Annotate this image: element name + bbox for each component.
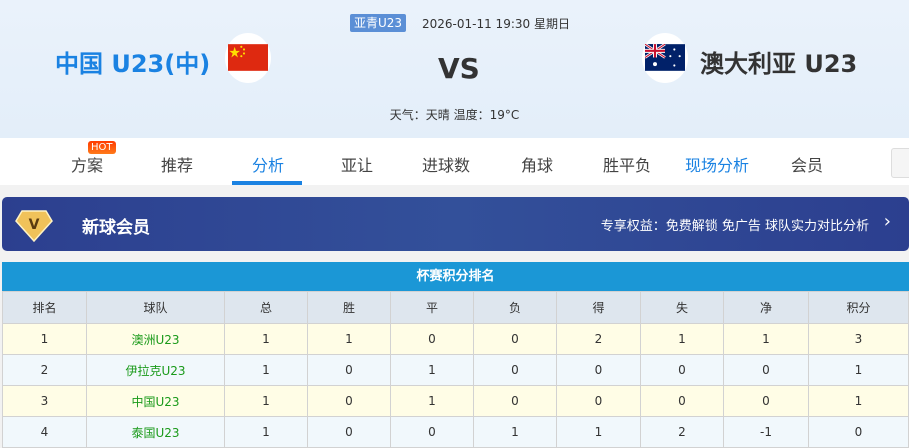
table-cell: 1 — [224, 354, 308, 386]
table-cell: 0 — [307, 416, 391, 448]
team-link[interactable]: 中国U23 — [86, 385, 225, 417]
banner-benefits: 专享权益：免费解锁 免广告 球队实力对比分析 — [600, 219, 869, 234]
table-cell: 0 — [307, 354, 391, 386]
table-cell: 1 — [307, 323, 391, 355]
column-header: 排名 — [2, 291, 87, 324]
column-header: 平 — [390, 291, 474, 324]
tab-asian-handicap[interactable]: 亚让 — [341, 156, 374, 175]
standings-title: 杯赛积分排名 — [2, 262, 909, 291]
table-cell: 1 — [390, 385, 474, 417]
table-cell: 0 — [390, 323, 474, 355]
table-cell: 1 — [2, 323, 87, 355]
table-cell: 2 — [556, 323, 641, 355]
hot-badge: HOT — [88, 141, 116, 154]
table-cell: 3 — [2, 385, 87, 417]
table-row: 2 伊拉克U23 1 0 1 0 0 0 0 1 — [2, 354, 909, 386]
column-header: 得 — [556, 291, 641, 324]
table-cell: 4 — [2, 416, 87, 448]
table-cell: 1 — [556, 416, 641, 448]
column-header: 胜 — [307, 291, 391, 324]
table-cell: 0 — [473, 323, 557, 355]
column-header: 净 — [723, 291, 809, 324]
tab-membership[interactable]: 会员 — [791, 156, 824, 175]
home-team-name[interactable]: 中国 U23(中) — [55, 50, 211, 78]
team-link[interactable]: 澳洲U23 — [86, 323, 225, 355]
table-cell: 0 — [556, 354, 641, 386]
table-cell: 0 — [723, 354, 809, 386]
table-cell: 2 — [640, 416, 724, 448]
table-cell: 0 — [473, 385, 557, 417]
tab-goals[interactable]: 进球数 — [422, 156, 471, 175]
chevron-right-icon[interactable]: › — [883, 211, 891, 232]
team-link[interactable]: 泰国U23 — [86, 416, 225, 448]
svg-text:V: V — [29, 217, 40, 233]
table-cell: 0 — [473, 354, 557, 386]
column-header: 负 — [473, 291, 557, 324]
table-row: 4 泰国U23 1 0 0 1 1 2 -1 0 — [2, 416, 909, 448]
tab-nav: 方案 HOT 推荐 分析 亚让 进球数 角球 胜平负 现场分析 会员 — [0, 138, 909, 185]
banner-title: 新球会员 — [82, 218, 150, 238]
table-cell: 1 — [473, 416, 557, 448]
table-cell: 0 — [556, 385, 641, 417]
vs-label: VS — [438, 52, 480, 85]
tab-plan[interactable]: 方案 — [71, 156, 104, 175]
table-cell: 2 — [2, 354, 87, 386]
column-header: 积分 — [808, 291, 909, 324]
team-link[interactable]: 伊拉克U23 — [86, 354, 225, 386]
tab-corners[interactable]: 角球 — [521, 156, 554, 175]
tab-live-analysis[interactable]: 现场分析 — [685, 156, 750, 175]
column-header: 球队 — [86, 291, 225, 324]
table-cell: 0 — [640, 385, 724, 417]
vip-banner[interactable]: V 新球会员 专享权益：免费解锁 免广告 球队实力对比分析 › — [2, 197, 909, 251]
match-datetime: 2026-01-11 19:30 星期日 — [422, 17, 570, 31]
table-cell: 1 — [224, 416, 308, 448]
china-flag-icon — [225, 33, 271, 83]
table-cell: 1 — [224, 323, 308, 355]
league-badge[interactable]: 亚青U23 — [350, 14, 407, 32]
table-cell: 0 — [723, 385, 809, 417]
table-cell: 1 — [808, 385, 909, 417]
active-tab-underline — [232, 181, 302, 185]
table-cell: 1 — [723, 323, 809, 355]
weather-info: 天气：天晴 温度：19°C — [389, 108, 520, 122]
australia-flag-icon — [642, 33, 688, 83]
table-cell: 0 — [307, 385, 391, 417]
table-cell: -1 — [723, 416, 809, 448]
column-header: 总 — [224, 291, 308, 324]
table-row: 1 澳洲U23 1 1 0 0 2 1 1 3 — [2, 323, 909, 355]
match-header: 亚青U23 2026-01-11 19:30 星期日 中国 U23(中) VS … — [0, 0, 909, 138]
away-team-name[interactable]: 澳大利亚 U23 — [700, 50, 858, 78]
table-cell: 1 — [640, 323, 724, 355]
table-cell: 0 — [640, 354, 724, 386]
search-box[interactable] — [891, 148, 909, 178]
standings-table: 杯赛积分排名 排名 球队总胜平负得失净积分 1 澳洲U23 1 1 0 0 2 1 1 3 2 伊拉克U… — [2, 262, 909, 448]
table-cell: 0 — [808, 416, 909, 448]
table-cell: 1 — [390, 354, 474, 386]
tab-analysis[interactable]: 分析 — [252, 156, 285, 175]
vip-diamond-icon: V — [15, 210, 53, 243]
table-cell: 0 — [390, 416, 474, 448]
table-header-row: 排名 球队总胜平负得失净积分 — [2, 291, 909, 324]
tab-recommend[interactable]: 推荐 — [161, 156, 194, 175]
column-header: 失 — [640, 291, 724, 324]
tab-1x2[interactable]: 胜平负 — [603, 156, 652, 175]
table-cell: 1 — [808, 354, 909, 386]
table-row: 3 中国U23 1 0 1 0 0 0 0 1 — [2, 385, 909, 417]
table-cell: 3 — [808, 323, 909, 355]
table-cell: 1 — [224, 385, 308, 417]
